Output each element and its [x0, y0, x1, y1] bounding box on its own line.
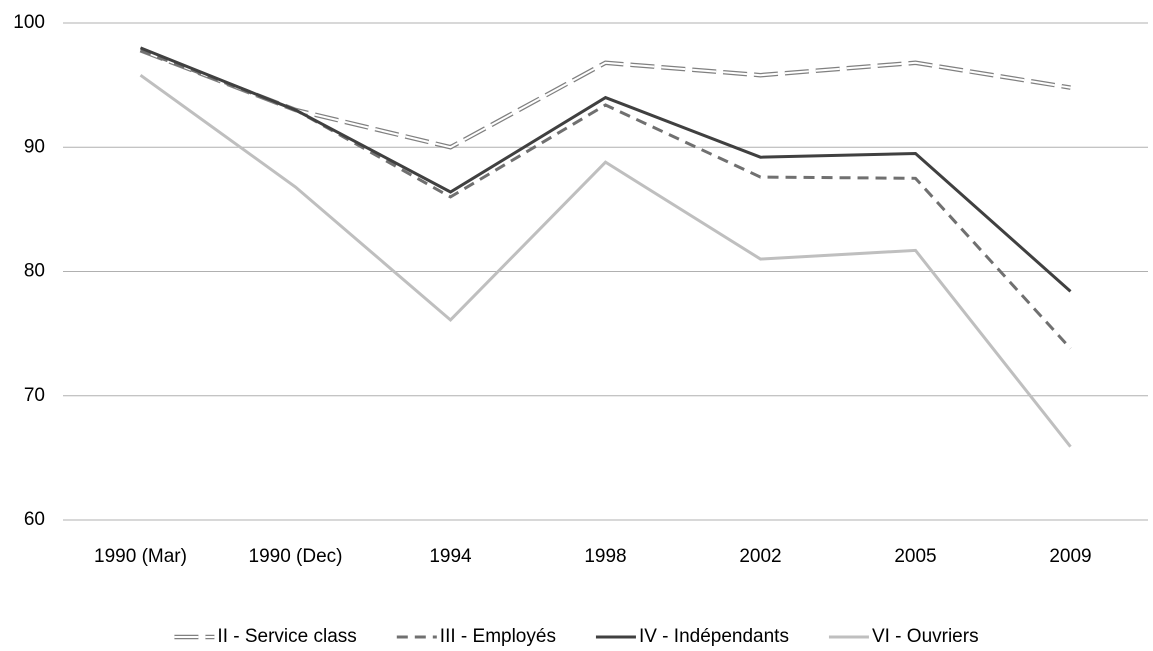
legend-label: VI - Ouvriers [872, 626, 979, 647]
x-tick-label: 1998 [584, 546, 626, 567]
x-tick-label: 1990 (Mar) [94, 546, 187, 567]
y-tick-label: 100 [13, 12, 45, 33]
x-tick-label: 1990 (Dec) [249, 546, 343, 567]
y-tick-label: 80 [24, 261, 45, 282]
y-tick-label: 90 [24, 136, 45, 157]
y-tick-label: 60 [24, 509, 45, 530]
legend-label: IV - Indépendants [639, 626, 789, 647]
series-line [139, 48, 1072, 350]
series-line [139, 46, 1072, 293]
legend-label: II - Service class [217, 626, 356, 647]
x-tick-label: 2002 [739, 546, 781, 567]
x-tick-label: 2005 [894, 546, 936, 567]
x-tick-label: 2009 [1049, 546, 1091, 567]
x-tick-label: 1994 [429, 546, 472, 567]
series-line [139, 73, 1072, 448]
y-tick-label: 70 [24, 385, 45, 406]
legend-label: III - Employés [440, 626, 556, 647]
